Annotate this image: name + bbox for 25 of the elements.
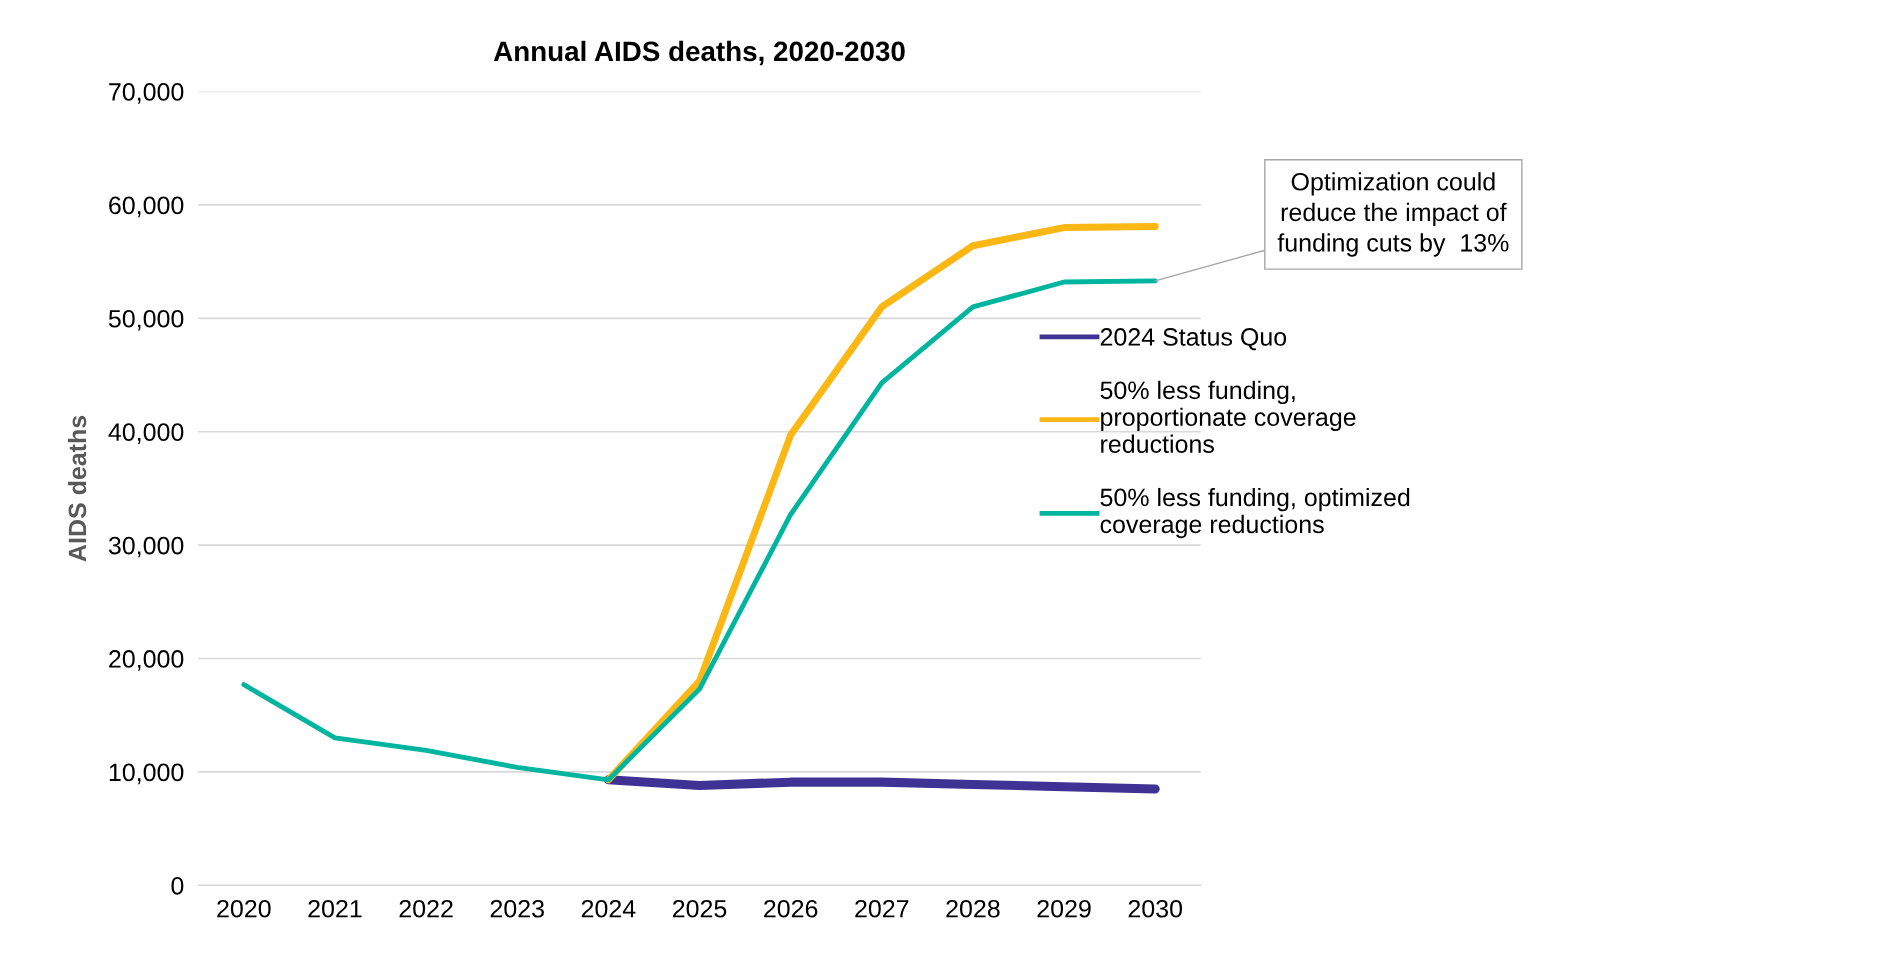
annotation: Optimization could reduce the impact of funding cuts by 13%	[1277, 172, 1509, 257]
y-tick-label: 10,000	[109, 763, 184, 785]
x-tick-label: 2028	[946, 899, 1000, 918]
x-tick-label: 2024	[581, 899, 636, 918]
y-axis-title: AIDS deaths	[67, 415, 87, 562]
legend-label: 2024 Status Quo	[1100, 328, 1287, 351]
y-tick-label: 0	[171, 876, 184, 895]
y-tick-label: 20,000	[109, 650, 184, 671]
x-tick-label: 2027	[855, 899, 909, 918]
x-tick-label: 2020	[217, 899, 271, 918]
y-tick-label: 40,000	[108, 423, 184, 444]
chart-title: Annual AIDS deaths, 2020-2030	[493, 40, 905, 66]
y-tick-label: 60,000	[109, 196, 184, 218]
x-tick-label: 2030	[1128, 899, 1183, 918]
x-tick-label: 2025	[672, 899, 727, 918]
legend-label: 50% less funding, optimized coverage reductions	[1100, 487, 1410, 539]
y-tick-label: 50,000	[108, 309, 184, 331]
x-tick-label: 2022	[399, 899, 453, 918]
x-tick-label: 2026	[764, 899, 818, 918]
x-tick-label: 2029	[1037, 899, 1091, 918]
y-tick-label: 70,000	[109, 83, 184, 104]
legend-label: 50% less funding, proportionate coverage reductions	[1100, 380, 1356, 453]
x-tick-label: 2023	[490, 899, 544, 918]
y-tick-label: 30,000	[108, 536, 184, 558]
x-tick-label: 2021	[308, 899, 362, 918]
